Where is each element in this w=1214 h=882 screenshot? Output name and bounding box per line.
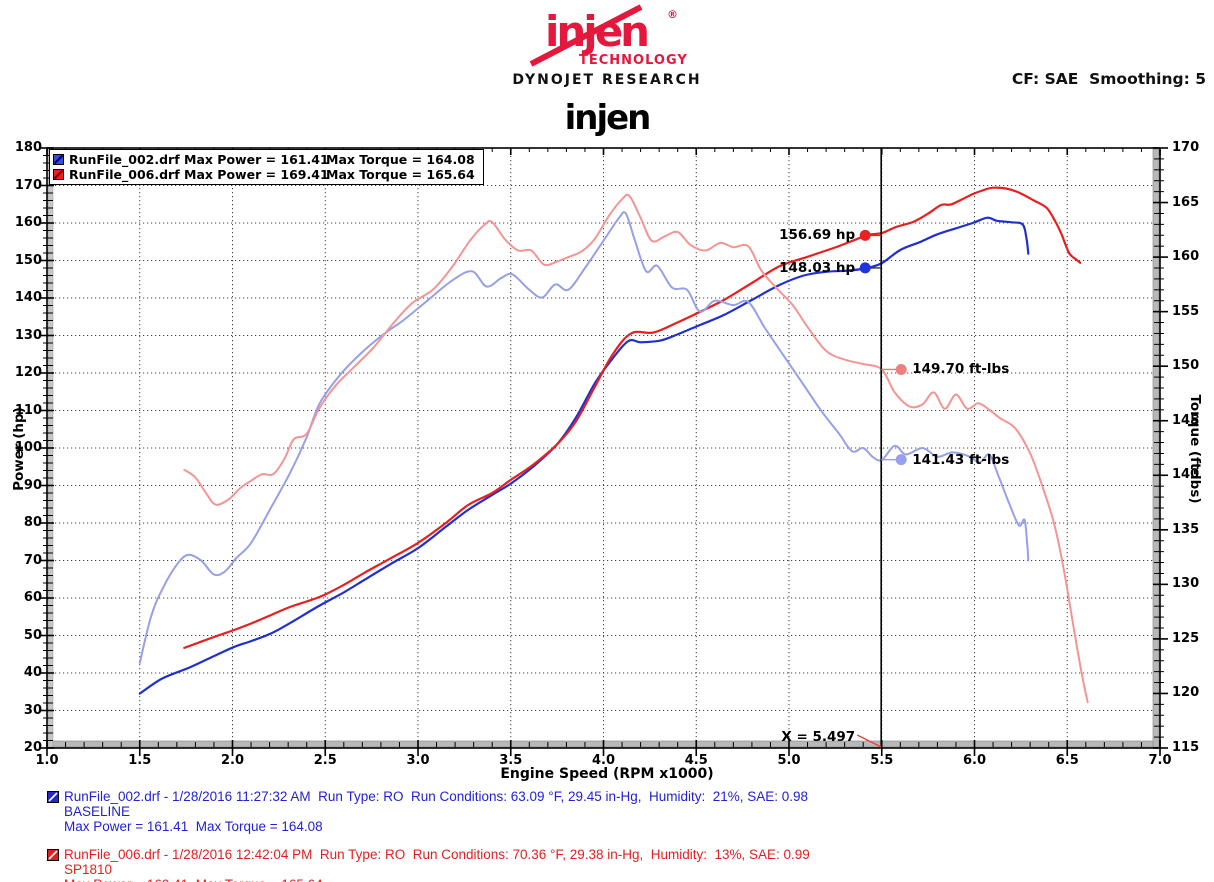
x-tick-label: 4.0 (591, 753, 616, 768)
legend-torque-label: Max Torque = 164.08 (326, 152, 475, 167)
curve-torque_sp1810 (183, 193, 1089, 704)
cursor-label-connector (856, 734, 882, 748)
cursor-value-label: X = 5.497 (781, 729, 856, 745)
gridlines (47, 148, 1160, 748)
x-axis-title: Engine Speed (RPM x1000) (500, 766, 714, 782)
power-tick-label: 50 (23, 627, 42, 643)
torque-tick-label: 150 (1172, 358, 1200, 374)
logo-subtext: TECHNOLOGY (579, 53, 688, 68)
torque-tick-label: 140 (1172, 467, 1200, 483)
injen-logo: injen ® TECHNOLOGY (529, 4, 688, 68)
annotation-label: 156.69 hp (779, 227, 856, 244)
logo-slash (529, 4, 643, 67)
power-tick-label: 130 (14, 327, 42, 343)
torque-tick-label: 115 (1172, 740, 1200, 755)
power-tick-label: 150 (14, 252, 42, 268)
run-info-panel: RunFile_002.drf - 1/28/2016 11:27:32 AM … (47, 789, 1207, 882)
power-tick-label: 60 (23, 590, 42, 605)
legend-run-icon (53, 154, 64, 165)
legend-box: RunFile_002.drf Max Power = 161.41 Max To… (49, 149, 484, 185)
x-tick-label: 1.0 (35, 753, 59, 768)
run-name-line: SP1810 (64, 862, 113, 877)
torque-tick-label: 160 (1172, 249, 1200, 265)
annotation-dot (895, 454, 907, 466)
torque-tick-label: 130 (1172, 576, 1200, 592)
power-tick-label: 180 (14, 140, 42, 155)
run-info-lines: RunFile_006.drf - 1/28/2016 12:42:04 PM … (64, 847, 1207, 882)
torque-tick-label: 135 (1172, 521, 1200, 537)
run-max-line: Max Power = 169.41 Max Torque = 165.64 (64, 877, 1207, 882)
legend-torque-label: Max Torque = 165.64 (326, 167, 475, 182)
x-tick-label: 4.5 (684, 753, 708, 768)
torque-tick-label: 170 (1172, 140, 1200, 155)
x-tick-label: 3.0 (406, 753, 430, 768)
run-file-icon (47, 849, 59, 861)
x-tick-label: 7.0 (1148, 753, 1172, 768)
power-tick-label: 170 (14, 177, 42, 193)
legend-run-icon (53, 169, 64, 180)
run-name-line: BASELINE (64, 804, 131, 819)
x-tick-label: 6.5 (1055, 753, 1079, 768)
power-tick-label: 120 (14, 365, 42, 380)
run-conditions-line: RunFile_002.drf - 1/28/2016 11:27:32 AM … (64, 789, 809, 804)
correction-smoothing-setting: CF: SAE Smoothing: 5 (1011, 70, 1206, 88)
annotation-label: 141.43 ft-lbs (912, 451, 1010, 468)
power-tick-label: 100 (14, 440, 42, 455)
curve-power_baseline (138, 216, 1030, 695)
power-tick-label: 20 (23, 740, 42, 755)
torque-tick-label: 155 (1172, 303, 1200, 319)
run-info-lines: RunFile_002.drf - 1/28/2016 11:27:32 AM … (64, 789, 1207, 834)
curve-torque_baseline (138, 211, 1030, 664)
legend-run-label: RunFile_002.drf Max Power = 161.41 (69, 152, 329, 167)
x-tick-label: 2.0 (220, 753, 245, 768)
annotation-label: 149.70 ft-lbs (912, 361, 1010, 378)
curve-power_sp1810 (183, 186, 1082, 649)
power-tick-label: 40 (23, 665, 42, 680)
x-tick-label: 1.5 (128, 753, 152, 768)
run-conditions-line: RunFile_006.drf - 1/28/2016 12:42:04 PM … (64, 847, 810, 862)
x-tick-label: 5.5 (870, 753, 894, 768)
page-title: injen (564, 98, 652, 138)
torque-tick-label: 145 (1172, 412, 1200, 428)
legend-row: RunFile_006.drf Max Power = 169.41 Max To… (53, 167, 475, 182)
torque-tick-label: 125 (1172, 630, 1200, 646)
right-axis-title: Torque (ft-lbs) (1187, 394, 1203, 504)
run-max-line: Max Power = 161.41 Max Torque = 164.08 (64, 819, 323, 834)
annotation-dot (895, 363, 907, 375)
legend-row: RunFile_002.drf Max Power = 161.41 Max To… (53, 152, 475, 167)
x-tick-label: 6.0 (962, 753, 987, 768)
annotation-label: 148.03 hp (779, 259, 856, 276)
legend-run-label: RunFile_006.drf Max Power = 169.41 (69, 167, 329, 182)
dynojet-research-heading: DYNOJET RESEARCH (512, 72, 702, 88)
torque-tick-label: 165 (1172, 194, 1200, 210)
power-tick-label: 70 (23, 552, 42, 568)
power-tick-label: 80 (23, 515, 42, 530)
logo-wordmark: injen (545, 7, 647, 56)
x-tick-label: 3.5 (499, 753, 523, 768)
run-file-icon (47, 791, 59, 803)
x-tick-label: 2.5 (313, 753, 337, 768)
power-tick-label: 160 (14, 215, 42, 230)
logo-trademark: ® (667, 8, 678, 21)
axis-ticks (39, 147, 1168, 756)
power-tick-label: 30 (23, 702, 42, 718)
torque-tick-label: 120 (1172, 685, 1200, 701)
run-info-block: RunFile_006.drf - 1/28/2016 12:42:04 PM … (47, 847, 1207, 882)
power-tick-label: 140 (14, 290, 42, 305)
x-tick-label: 5.0 (777, 753, 801, 768)
annotation-dot (859, 229, 871, 241)
run-info-block: RunFile_002.drf - 1/28/2016 11:27:32 AM … (47, 789, 1207, 834)
annotation-dot (859, 262, 871, 274)
power-tick-label: 110 (14, 402, 42, 418)
power-tick-label: 90 (23, 477, 42, 493)
